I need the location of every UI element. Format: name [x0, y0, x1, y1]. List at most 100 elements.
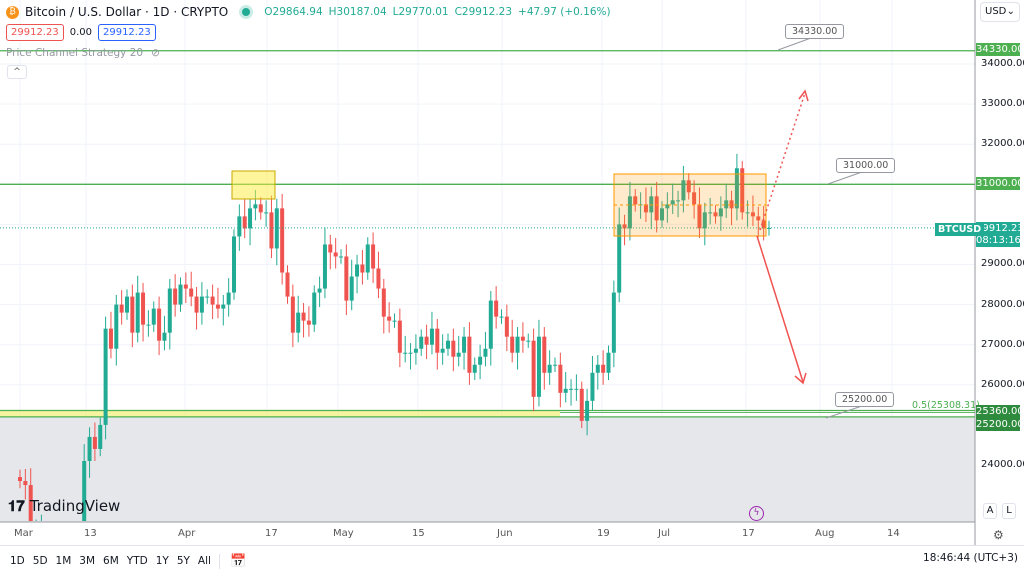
- candle-body: [205, 296, 210, 298]
- candle-body: [253, 204, 258, 209]
- price-tick: 34000.00: [981, 58, 1024, 69]
- candle-body: [622, 224, 627, 229]
- range-ytd[interactable]: YTD: [126, 555, 148, 567]
- candle-body: [18, 477, 22, 482]
- price-channel-box: [613, 173, 767, 237]
- candle-body: [665, 204, 670, 209]
- candle-body: [339, 256, 343, 258]
- range-5d[interactable]: 5D: [32, 555, 48, 567]
- candle-body: [756, 216, 761, 221]
- candle-body: [157, 308, 162, 341]
- candle-body: [429, 328, 434, 345]
- range-6m[interactable]: 6M: [103, 555, 119, 567]
- candle-body: [478, 356, 483, 365]
- candle-body: [381, 288, 386, 317]
- range-1m[interactable]: 1M: [55, 555, 72, 567]
- candle-body: [23, 481, 28, 486]
- candle-body: [692, 192, 697, 205]
- ohlc-open: O29864.94: [264, 6, 323, 18]
- candle-body: [371, 244, 376, 269]
- candle-body: [761, 220, 766, 229]
- candle-body: [189, 288, 194, 297]
- sell-button[interactable]: 29912.23: [6, 24, 64, 41]
- candle-body: [504, 316, 509, 337]
- range-5y[interactable]: 5Y: [176, 555, 190, 567]
- symbol-title[interactable]: Bitcoin / U.S. Dollar · 1D · CRYPTO: [25, 5, 229, 19]
- level-callout-34330: 34330.00: [785, 24, 845, 39]
- eye-hidden-icon[interactable]: ⊘: [151, 47, 160, 59]
- candle-body: [670, 200, 675, 205]
- clock[interactable]: 18:46:44 (UTC+3): [923, 552, 1018, 564]
- candle-body: [322, 244, 327, 289]
- log-scale-button[interactable]: L: [1002, 503, 1016, 519]
- candle-body: [290, 296, 295, 333]
- candle-body: [365, 244, 370, 273]
- candle-body: [141, 292, 146, 325]
- highlight-box: [231, 170, 276, 200]
- bar-countdown: 08:13:16: [976, 234, 1021, 247]
- candle-body: [462, 336, 467, 353]
- candle-body: [569, 388, 574, 390]
- candle-body: [740, 168, 745, 213]
- currency-select[interactable]: USD ⌄: [980, 2, 1020, 22]
- candle-body: [28, 485, 33, 521]
- price-tick: 26000.00: [981, 379, 1024, 390]
- candle-body: [119, 304, 124, 313]
- callout-pointer: [777, 37, 812, 51]
- price-tick: 32000.00: [981, 138, 1024, 149]
- candle-body: [649, 196, 654, 213]
- candle-body: [333, 252, 338, 257]
- ohlc-low: L29770.01: [392, 6, 449, 18]
- time-tick: 13: [84, 528, 97, 539]
- range-1y[interactable]: 1Y: [155, 555, 169, 567]
- candle-body: [162, 332, 167, 341]
- candle-body: [595, 364, 600, 373]
- callout-pointer: [827, 171, 863, 185]
- ohlc-high: H30187.04: [328, 6, 387, 18]
- candle-body: [627, 196, 632, 229]
- calendar-goto-icon[interactable]: 📅: [218, 553, 246, 569]
- ohlc-change: +47.97 (+0.16%): [518, 6, 611, 18]
- range-3m[interactable]: 3M: [79, 555, 96, 567]
- auto-scale-button[interactable]: A: [983, 503, 997, 519]
- level-tag-34330: 34330.00: [976, 43, 1024, 56]
- candle-body: [146, 324, 151, 326]
- candle-body: [92, 436, 97, 449]
- symbol-tag: BTCUSD: [935, 223, 985, 236]
- market-status-icon: [242, 8, 251, 16]
- candle-body: [237, 216, 242, 237]
- candle-body: [183, 284, 188, 289]
- candle-body: [258, 204, 263, 213]
- lightning-event-icon[interactable]: ϟ: [749, 506, 764, 521]
- settings-gear-icon[interactable]: ⚙: [993, 528, 1004, 542]
- candle-body: [547, 364, 552, 373]
- price-tick: 33000.00: [981, 98, 1024, 109]
- range-all[interactable]: All: [197, 555, 211, 567]
- indicator-label[interactable]: Price Channel Strategy 20: [6, 47, 144, 59]
- tradingview-logo: 𝟏𝟕 TradingView: [8, 497, 121, 515]
- candle-body: [729, 200, 734, 209]
- time-tick: Jul: [658, 528, 671, 539]
- time-tick: 15: [412, 528, 425, 539]
- chevron-up-icon[interactable]: ^: [7, 65, 27, 79]
- candle-body: [446, 340, 450, 349]
- price-chart[interactable]: [0, 0, 1024, 545]
- candle-body: [125, 296, 129, 313]
- candle-body: [173, 288, 178, 305]
- candle-body: [536, 336, 541, 397]
- candle-body: [403, 352, 408, 354]
- candle-body: [87, 436, 92, 461]
- candle-body: [643, 204, 648, 213]
- candle-body: [585, 400, 590, 421]
- candle-body: [611, 292, 616, 353]
- candle-body: [435, 328, 440, 353]
- level-tag-25360: 25360.00: [976, 405, 1024, 418]
- candle-body: [280, 208, 285, 273]
- candle-body: [114, 304, 119, 349]
- time-tick: 17: [742, 528, 755, 539]
- candle-body: [553, 364, 557, 366]
- range-1d[interactable]: 1D: [10, 555, 25, 567]
- candle-body: [750, 212, 755, 217]
- time-tick: Apr: [178, 528, 196, 539]
- buy-button[interactable]: 29912.23: [97, 24, 156, 41]
